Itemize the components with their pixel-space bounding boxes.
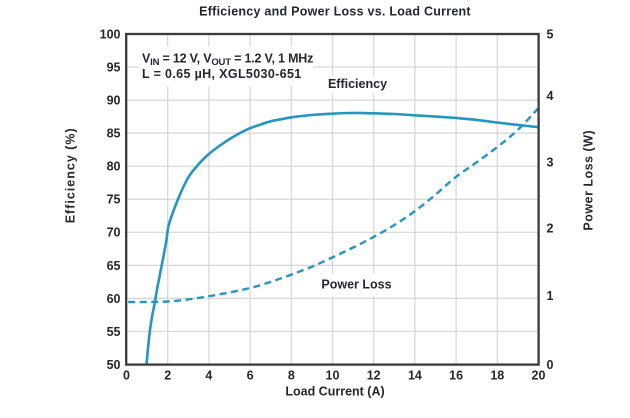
svg-text:55: 55 xyxy=(107,325,121,339)
svg-text:6: 6 xyxy=(247,369,254,383)
svg-text:1: 1 xyxy=(547,289,554,303)
svg-text:Load Current (A): Load Current (A) xyxy=(285,385,384,399)
svg-text:65: 65 xyxy=(107,259,121,273)
svg-text:60: 60 xyxy=(107,292,121,306)
svg-text:2: 2 xyxy=(547,222,554,236)
svg-text:0: 0 xyxy=(547,358,554,372)
svg-text:85: 85 xyxy=(107,127,121,141)
svg-text:80: 80 xyxy=(107,160,121,174)
svg-text:Power Loss (W): Power Loss (W) xyxy=(581,130,595,231)
svg-text:Power Loss: Power Loss xyxy=(321,278,391,292)
svg-text:VIN = 12 V, VOUT = 1.2 V, 1 MH: VIN = 12 V, VOUT = 1.2 V, 1 MHz xyxy=(142,51,313,68)
svg-text:8: 8 xyxy=(288,369,295,383)
svg-text:0: 0 xyxy=(123,369,130,383)
svg-text:70: 70 xyxy=(107,226,121,240)
svg-text:L = 0.65 µH, XGL5030-651: L = 0.65 µH, XGL5030-651 xyxy=(142,67,302,81)
svg-text:90: 90 xyxy=(107,94,121,108)
svg-text:Efficiency and Power Loss vs.: Efficiency and Power Loss vs. Load Curre… xyxy=(199,5,471,19)
svg-text:4: 4 xyxy=(547,89,554,103)
svg-text:Efficiency (%): Efficiency (%) xyxy=(64,127,78,223)
svg-text:Efficiency: Efficiency xyxy=(328,77,387,91)
svg-text:4: 4 xyxy=(205,369,212,383)
svg-text:3: 3 xyxy=(547,156,554,170)
svg-text:18: 18 xyxy=(490,369,504,383)
svg-text:20: 20 xyxy=(532,369,546,383)
svg-text:100: 100 xyxy=(100,27,121,41)
svg-text:95: 95 xyxy=(107,60,121,74)
svg-text:50: 50 xyxy=(107,358,121,372)
svg-text:75: 75 xyxy=(107,193,121,207)
svg-text:14: 14 xyxy=(408,369,422,383)
svg-text:16: 16 xyxy=(449,369,463,383)
svg-text:2: 2 xyxy=(164,369,171,383)
svg-text:10: 10 xyxy=(326,369,340,383)
svg-text:5: 5 xyxy=(547,27,554,41)
svg-text:12: 12 xyxy=(367,369,381,383)
